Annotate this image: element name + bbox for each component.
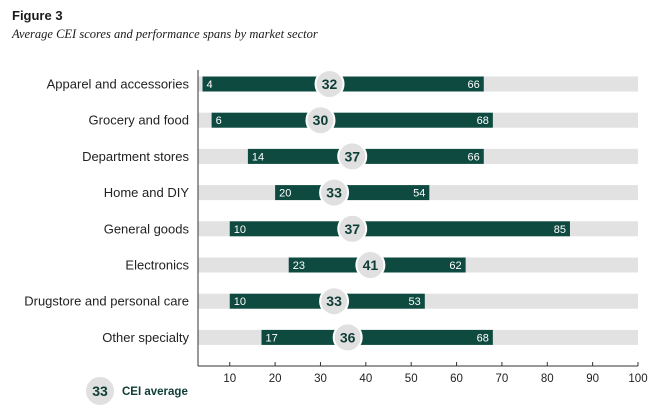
average-value-label: 36 xyxy=(340,329,356,345)
low-value-label: 20 xyxy=(279,188,291,200)
x-tick-label: 80 xyxy=(541,373,554,385)
sector-row: Home and DIY 20 54 33 xyxy=(104,177,638,208)
high-value-label: 54 xyxy=(413,188,425,200)
span-bar xyxy=(275,185,430,201)
average-marker xyxy=(319,177,350,208)
category-label: Department stores xyxy=(82,149,189,164)
x-tick-label: 10 xyxy=(223,373,236,385)
category-label: Electronics xyxy=(125,258,189,273)
average-value-label: 32 xyxy=(322,76,338,92)
x-tick-label: 90 xyxy=(586,373,599,385)
sector-row: Apparel and accessories 4 66 32 xyxy=(47,69,638,99)
span-bar xyxy=(229,221,570,237)
average-marker xyxy=(332,322,363,353)
low-value-label: 10 xyxy=(234,224,246,236)
legend: 33 CEI average xyxy=(84,375,188,407)
average-marker xyxy=(314,69,345,99)
average-value-label: 37 xyxy=(344,221,360,237)
span-bar xyxy=(211,112,493,128)
high-value-label: 68 xyxy=(477,332,489,344)
x-tick-label: 100 xyxy=(628,373,647,385)
category-label: Grocery and food xyxy=(89,113,189,128)
category-label: Home and DIY xyxy=(104,185,190,200)
average-value-label: 37 xyxy=(344,148,360,164)
sector-row: Department stores 14 66 37 xyxy=(82,141,638,172)
x-tick-label: 20 xyxy=(269,373,282,385)
low-value-label: 4 xyxy=(207,79,213,91)
span-bar xyxy=(261,329,493,345)
category-label: General goods xyxy=(104,221,190,236)
average-value-label: 30 xyxy=(313,112,329,128)
average-value-label: 33 xyxy=(326,185,342,201)
average-value-label: 41 xyxy=(363,257,379,273)
high-value-label: 85 xyxy=(554,224,566,236)
high-value-label: 68 xyxy=(477,115,489,127)
sector-row: General goods 10 85 37 xyxy=(104,213,638,244)
average-marker xyxy=(319,286,350,317)
figure-label: Figure 3 xyxy=(12,8,63,23)
sector-row: Drugstore and personal care 10 53 33 xyxy=(24,286,638,317)
x-tick-label: 60 xyxy=(450,373,463,385)
low-value-label: 6 xyxy=(216,115,222,127)
low-value-label: 17 xyxy=(266,332,278,344)
average-marker xyxy=(355,250,386,280)
sector-row: Other specialty 17 68 36 xyxy=(102,322,638,353)
legend-label: CEI average xyxy=(122,386,188,398)
low-value-label: 10 xyxy=(234,296,246,308)
x-tick-label: 70 xyxy=(496,373,509,385)
figure-subtitle: Average CEI scores and performance spans… xyxy=(12,27,318,41)
average-marker xyxy=(305,105,336,136)
sector-row: Grocery and food 6 68 30 xyxy=(89,105,638,136)
x-tick-label: 50 xyxy=(405,373,418,385)
category-label: Apparel and accessories xyxy=(47,77,190,92)
high-value-label: 53 xyxy=(409,296,421,308)
high-value-label: 62 xyxy=(449,260,461,272)
average-value-label: 33 xyxy=(326,293,342,309)
category-label: Drugstore and personal care xyxy=(24,294,189,309)
x-tick-label: 30 xyxy=(314,373,327,385)
legend-marker xyxy=(84,375,116,407)
average-marker xyxy=(337,141,368,172)
sector-row: Electronics 23 62 41 xyxy=(125,250,638,280)
high-value-label: 66 xyxy=(468,151,480,163)
category-label: Other specialty xyxy=(102,330,189,345)
legend-sample-value: 33 xyxy=(92,383,108,399)
low-value-label: 23 xyxy=(293,260,305,272)
average-marker xyxy=(337,213,368,244)
high-value-label: 66 xyxy=(468,79,480,91)
x-tick-label: 40 xyxy=(359,373,372,385)
low-value-label: 14 xyxy=(252,151,264,163)
